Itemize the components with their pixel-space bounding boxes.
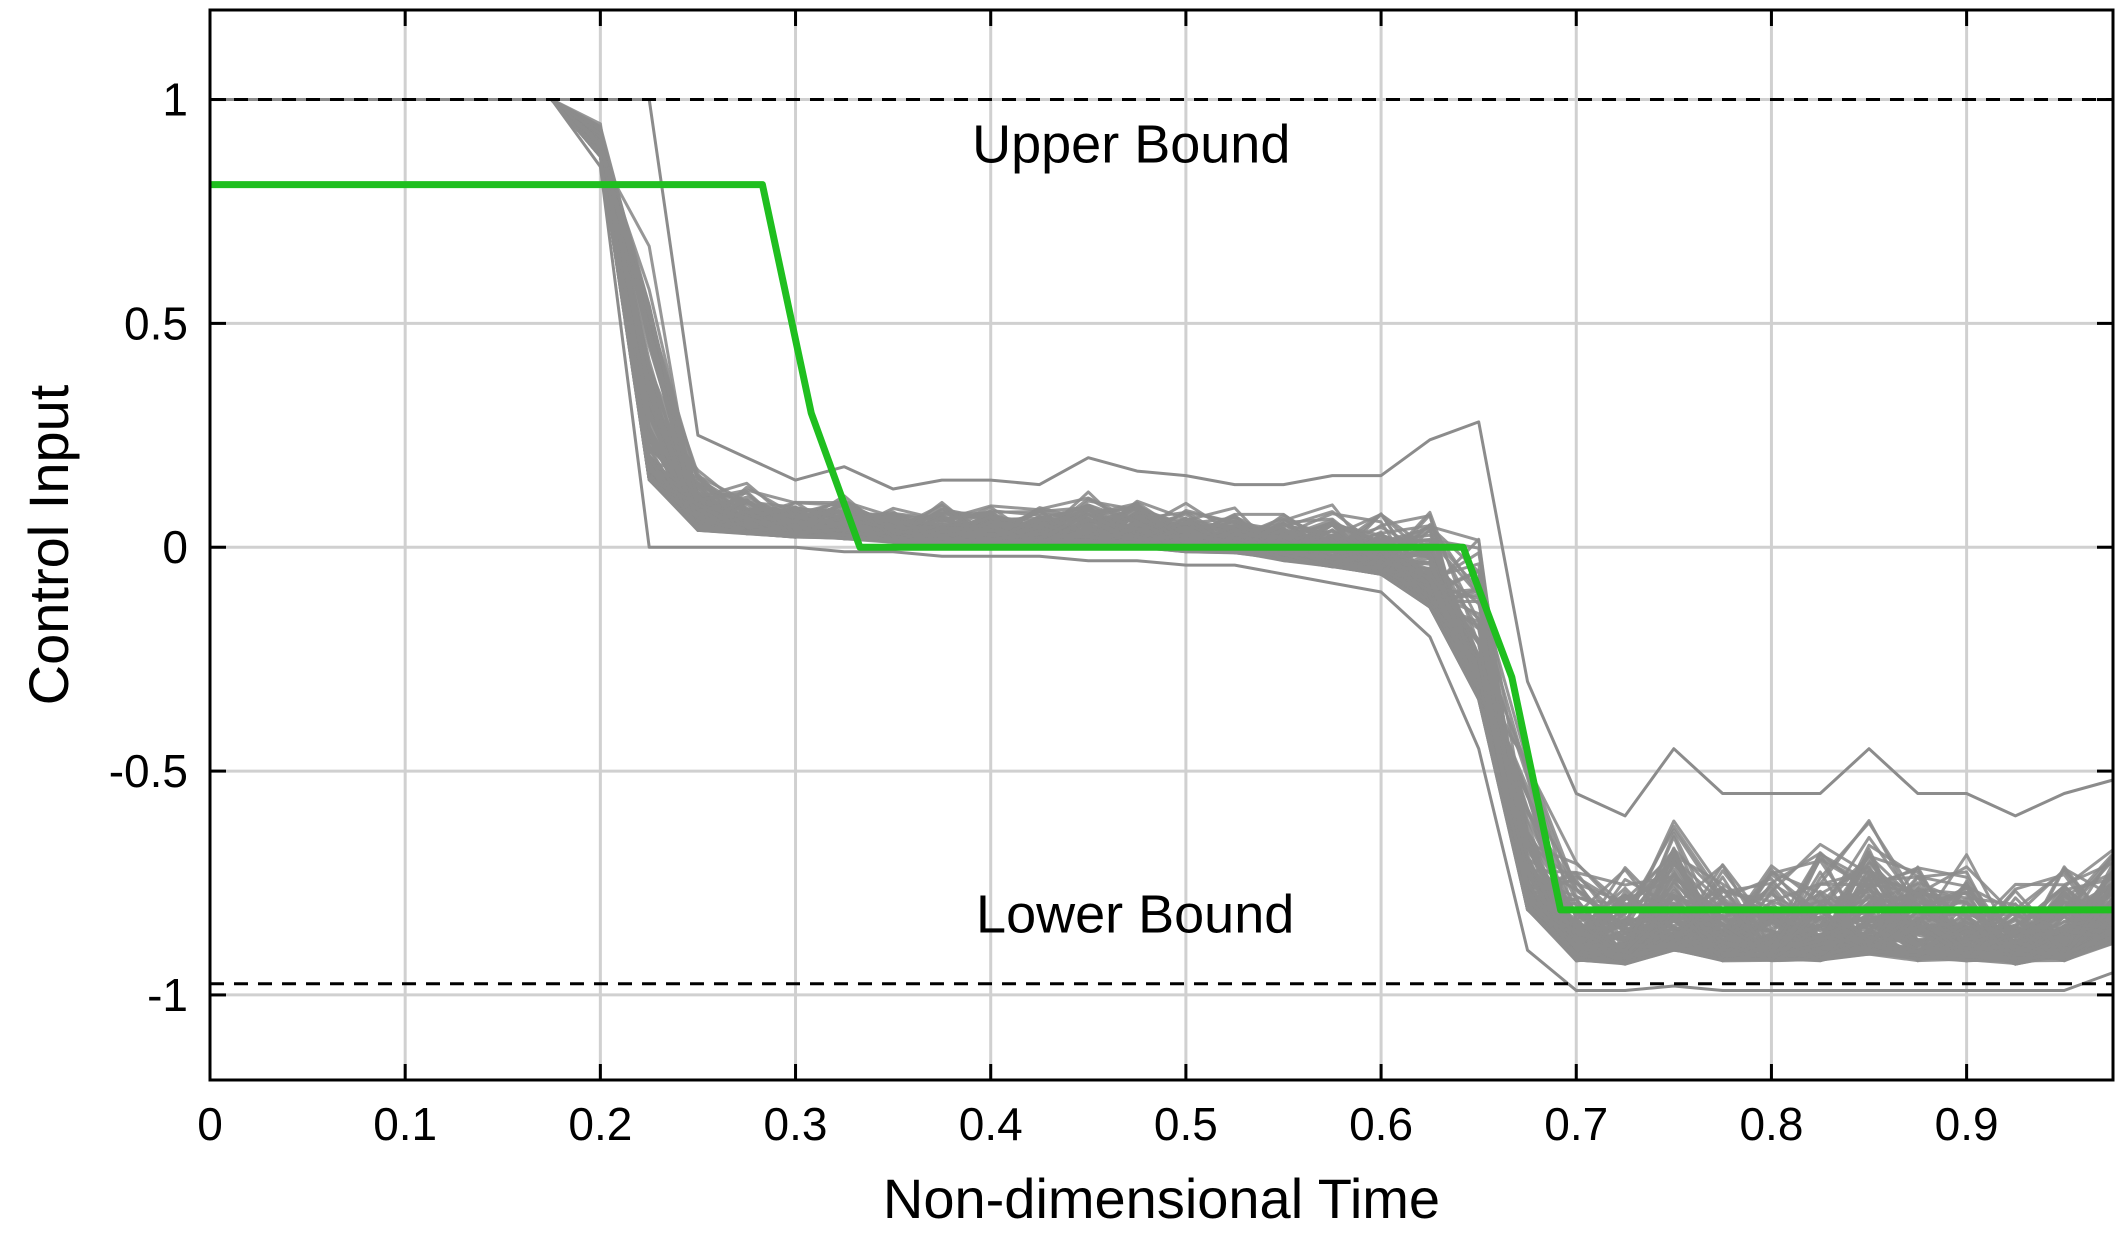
bound-label: Lower Bound: [976, 884, 1294, 944]
tick-labels: 0 0.1 0.2 0.3 0.4 0.5 0.6 0.7 0.8 0.9 1 0.5 0 -0.5 -1: [109, 74, 1999, 1150]
x-tick-label: 0.5: [1154, 1098, 1218, 1150]
x-tick-label: 0.1: [373, 1098, 437, 1150]
plot-frame: [208, 8, 2115, 1082]
axes-frame: [208, 8, 2115, 1082]
x-tick-label: 0.8: [1739, 1098, 1803, 1150]
x-axis-label: Non-dimensional Time: [883, 1167, 1440, 1230]
nominal-trajectory: [210, 181, 2113, 914]
y-tick-label: 0.5: [124, 297, 188, 349]
x-tick-label: 0.4: [959, 1098, 1023, 1150]
x-tick-label: 0.6: [1349, 1098, 1413, 1150]
bound-label: Upper Bound: [972, 114, 1290, 174]
bound-annotations: Upper Bound Lower Bound: [972, 114, 1294, 944]
x-tick-label: 0.3: [764, 1098, 828, 1150]
bound-lines: [210, 98, 2113, 986]
x-tick-label: 0.2: [568, 1098, 632, 1150]
nominal-line: [210, 181, 2113, 914]
x-tick-label: 0.7: [1544, 1098, 1608, 1150]
y-tick-label: -0.5: [109, 745, 188, 797]
y-tick-label: -1: [147, 969, 188, 1021]
y-tick-label: 0: [162, 521, 188, 573]
x-tick-label: 0.9: [1935, 1098, 1999, 1150]
y-axis-label: Control Input: [17, 384, 80, 705]
x-tick-label: 0: [197, 1098, 223, 1150]
y-tick-label: 1: [162, 74, 188, 126]
